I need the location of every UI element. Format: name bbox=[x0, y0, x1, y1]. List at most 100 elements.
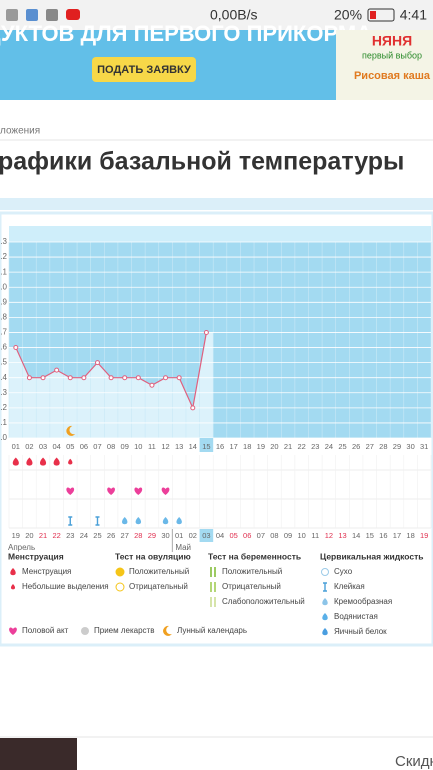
point bbox=[81, 375, 87, 381]
y-tick-label: 36.9 bbox=[0, 297, 8, 306]
drop-icon bbox=[10, 584, 16, 590]
legend-item: Слабоположительный bbox=[222, 597, 305, 606]
point bbox=[13, 345, 19, 351]
product-name: Рисовая каша bbox=[354, 70, 431, 82]
medicine-icon bbox=[81, 627, 89, 635]
date-label: 02 bbox=[189, 531, 197, 540]
heart-icon bbox=[9, 627, 17, 635]
pregnancy-icon bbox=[210, 567, 216, 577]
drop-icon bbox=[162, 517, 169, 525]
legend-title: Тест на беременность bbox=[208, 551, 301, 561]
legend-title: Цервикальная жидкость bbox=[320, 551, 423, 561]
cycle-day: 10 bbox=[134, 442, 142, 451]
cycle-day: 19 bbox=[257, 442, 265, 451]
point bbox=[54, 367, 60, 373]
date-label: 03 bbox=[202, 531, 210, 540]
drop-icon bbox=[68, 458, 73, 465]
drop-icon bbox=[12, 457, 19, 466]
cycle-day: 09 bbox=[121, 442, 129, 451]
point bbox=[190, 405, 196, 411]
cervical-icon bbox=[321, 568, 329, 576]
month-label: Апрель bbox=[8, 543, 35, 552]
drop-icon bbox=[176, 517, 182, 525]
date-label: 01 bbox=[175, 531, 183, 540]
pregnancy-icon bbox=[210, 597, 216, 607]
cycle-day: 06 bbox=[80, 442, 88, 451]
highlight-day bbox=[199, 438, 214, 452]
legend-title: Менструация bbox=[8, 551, 64, 561]
point bbox=[122, 375, 128, 381]
ovulation-icon bbox=[115, 582, 125, 592]
highlight-date bbox=[199, 529, 214, 542]
banner-button-label: ПОДАТЬ ЗАЯВКУ bbox=[97, 64, 191, 76]
date-label: 07 bbox=[257, 531, 265, 540]
drop-icon bbox=[135, 517, 142, 525]
drop-icon bbox=[10, 568, 16, 576]
plot-header bbox=[9, 226, 431, 242]
month-label: Май bbox=[175, 543, 191, 552]
cycle-day: 16 bbox=[216, 442, 224, 451]
y-tick-label: 36.0 bbox=[0, 433, 8, 442]
legend-item: Половой акт bbox=[22, 626, 69, 635]
page-title: рафики базальной температуры bbox=[0, 148, 404, 176]
date-label: 22 bbox=[52, 531, 60, 540]
y-tick-label: 37.1 bbox=[0, 267, 8, 276]
drop-icon bbox=[322, 613, 328, 621]
battery-icon bbox=[367, 8, 395, 22]
status-icon bbox=[26, 9, 38, 21]
point bbox=[149, 382, 155, 388]
footer-text[interactable]: Скидн bbox=[395, 753, 433, 770]
date-label: 04 bbox=[216, 531, 224, 540]
date-label: 27 bbox=[121, 531, 129, 540]
date-label: 29 bbox=[148, 531, 156, 540]
cycle-day: 12 bbox=[161, 442, 169, 451]
sticky-icon bbox=[95, 516, 100, 526]
date-label: 19 bbox=[12, 531, 20, 540]
cycle-day: 01 bbox=[12, 442, 20, 451]
product-brand-sub: первый выбор bbox=[362, 50, 422, 60]
banner-headline: ПРОДУКТОВ ДЛЯ ПЕРВОГО ПРИКОРМА bbox=[0, 21, 372, 46]
breadcrumb[interactable]: ложения bbox=[0, 126, 40, 137]
cycle-day: 11 bbox=[148, 442, 156, 451]
cycle-day: 24 bbox=[325, 442, 333, 451]
legend-item: Положительный bbox=[129, 567, 189, 576]
date-label: 16 bbox=[379, 531, 387, 540]
date-label: 14 bbox=[352, 531, 360, 540]
cycle-day: 31 bbox=[420, 442, 428, 451]
legend-item: Прием лекарств bbox=[94, 626, 154, 635]
legend-item: Яичный белок bbox=[334, 627, 387, 636]
legend-item: Клейкая bbox=[334, 582, 365, 591]
cycle-day: 02 bbox=[25, 442, 33, 451]
cycle-day: 23 bbox=[311, 442, 319, 451]
cycle-day: 13 bbox=[175, 442, 183, 451]
sticky-icon bbox=[68, 516, 73, 526]
footer-image bbox=[0, 738, 77, 770]
banner-button[interactable] bbox=[92, 57, 196, 82]
battery-level: 20% bbox=[334, 7, 362, 23]
date-label: 12 bbox=[325, 531, 333, 540]
moon-icon bbox=[66, 425, 76, 436]
date-label: 28 bbox=[134, 531, 142, 540]
cycle-day: 05 bbox=[66, 442, 74, 451]
cycle-day: 07 bbox=[93, 442, 101, 451]
drop-icon bbox=[322, 628, 328, 636]
y-tick-label: 36.1 bbox=[0, 418, 8, 427]
area bbox=[9, 332, 214, 438]
point bbox=[163, 375, 169, 381]
cycle-day: 27 bbox=[366, 442, 374, 451]
y-tick-label: 36.3 bbox=[0, 388, 8, 397]
y-tick-label: 37.3 bbox=[0, 237, 8, 246]
date-label: 09 bbox=[284, 531, 292, 540]
moon-icon bbox=[163, 625, 172, 636]
product-pack bbox=[336, 30, 433, 100]
y-tick-label: 36.6 bbox=[0, 343, 8, 352]
date-label: 24 bbox=[80, 531, 88, 540]
cycle-day: 20 bbox=[270, 442, 278, 451]
y-tick-label: 36.8 bbox=[0, 312, 8, 321]
drop-icon bbox=[122, 517, 128, 525]
legend-item: Водянистая bbox=[334, 612, 378, 621]
point bbox=[203, 329, 209, 335]
date-label: 11 bbox=[311, 531, 319, 540]
cycle-day: 21 bbox=[284, 442, 292, 451]
